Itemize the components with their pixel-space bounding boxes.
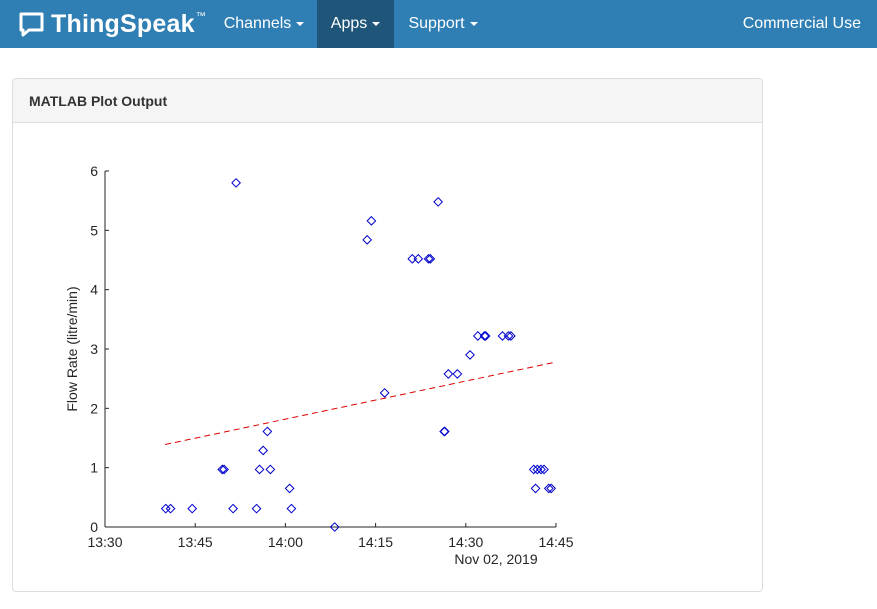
x-axis-date-label: Nov 02, 2019 (454, 551, 537, 567)
y-axis-label: Flow Rate (litre/min) (64, 286, 80, 411)
nav-support-label: Support (408, 15, 465, 32)
data-point (528, 464, 539, 475)
x-tick-label: 14:30 (448, 534, 483, 550)
data-point (472, 331, 483, 341)
data-point (503, 331, 514, 341)
data-point (165, 503, 176, 514)
data-point (284, 483, 295, 494)
data-point (425, 253, 436, 264)
data-point (262, 426, 273, 437)
y-tick-label: 6 (90, 163, 98, 179)
data-point (413, 253, 424, 264)
y-tick-label: 1 (90, 460, 98, 476)
y-tick-label: 0 (90, 519, 98, 535)
caret-down-icon (372, 21, 381, 26)
data-point (362, 234, 373, 245)
nav-support-menu[interactable]: Support (395, 0, 491, 48)
nav-channels-menu[interactable]: Channels (213, 0, 315, 48)
data-point (530, 483, 541, 494)
data-point (217, 464, 228, 475)
x-tick-label: 13:45 (178, 534, 213, 550)
data-point (546, 483, 557, 494)
panel-title: MATLAB Plot Output (29, 93, 168, 109)
top-navbar: ThingSpeak ™ Channels Apps Support Commer… (0, 0, 877, 48)
speech-bubble-icon (19, 12, 44, 36)
data-point (251, 503, 262, 514)
data-point (480, 331, 491, 341)
data-point (532, 464, 543, 475)
x-tick-label: 14:45 (538, 534, 573, 550)
data-point (452, 369, 463, 379)
y-tick-label: 3 (90, 341, 98, 357)
data-point (258, 445, 269, 456)
brand-name: ThingSpeak (51, 9, 195, 38)
data-point (479, 331, 490, 341)
data-point (160, 503, 171, 514)
data-point (265, 464, 276, 475)
matlab-plot-panel: MATLAB Plot Output 0 1 2 3 4 5 6 13:30 13:45 14:0… (12, 78, 763, 592)
data-point (505, 331, 516, 341)
caret-down-icon (296, 21, 305, 26)
data-point (433, 196, 444, 207)
trend-line (165, 362, 554, 446)
flow-rate-scatter-plot: 0 1 2 3 4 5 6 13:30 13:45 14:00 14:15 14:30 14:45Nov… (64, 163, 574, 567)
data-point (423, 253, 434, 264)
data-point (286, 503, 297, 514)
nav-commercial-use-link[interactable]: Commercial Use (742, 15, 861, 32)
brand-logo[interactable]: ThingSpeak ™ (18, 6, 206, 42)
data-point (465, 350, 475, 360)
panel-heading: MATLAB Plot Output (13, 79, 762, 123)
data-point (407, 253, 418, 264)
y-tick-label: 4 (90, 282, 98, 298)
data-point (439, 426, 450, 437)
data-point (443, 369, 454, 379)
nav-apps-label: Apps (330, 15, 368, 32)
y-tick-label: 5 (90, 222, 98, 238)
x-tick-label: 13:30 (87, 534, 122, 550)
data-point (228, 503, 238, 514)
x-tick-label: 14:15 (358, 534, 393, 550)
data-point (329, 522, 340, 532)
data-point (254, 464, 265, 475)
data-point (366, 215, 377, 226)
trademark-symbol: ™ (195, 10, 206, 22)
data-point (539, 464, 549, 475)
nav-apps-menu[interactable]: Apps (317, 0, 394, 48)
data-point (231, 177, 241, 188)
data-point (536, 464, 546, 475)
x-tick-label: 14:00 (268, 534, 303, 550)
caret-down-icon (469, 21, 478, 26)
y-tick-label: 2 (90, 400, 98, 416)
data-point (497, 331, 508, 341)
data-point (187, 503, 198, 514)
data-point (219, 464, 229, 475)
data-point (543, 483, 554, 494)
nav-channels-label: Channels (223, 15, 292, 32)
data-point (379, 387, 390, 398)
